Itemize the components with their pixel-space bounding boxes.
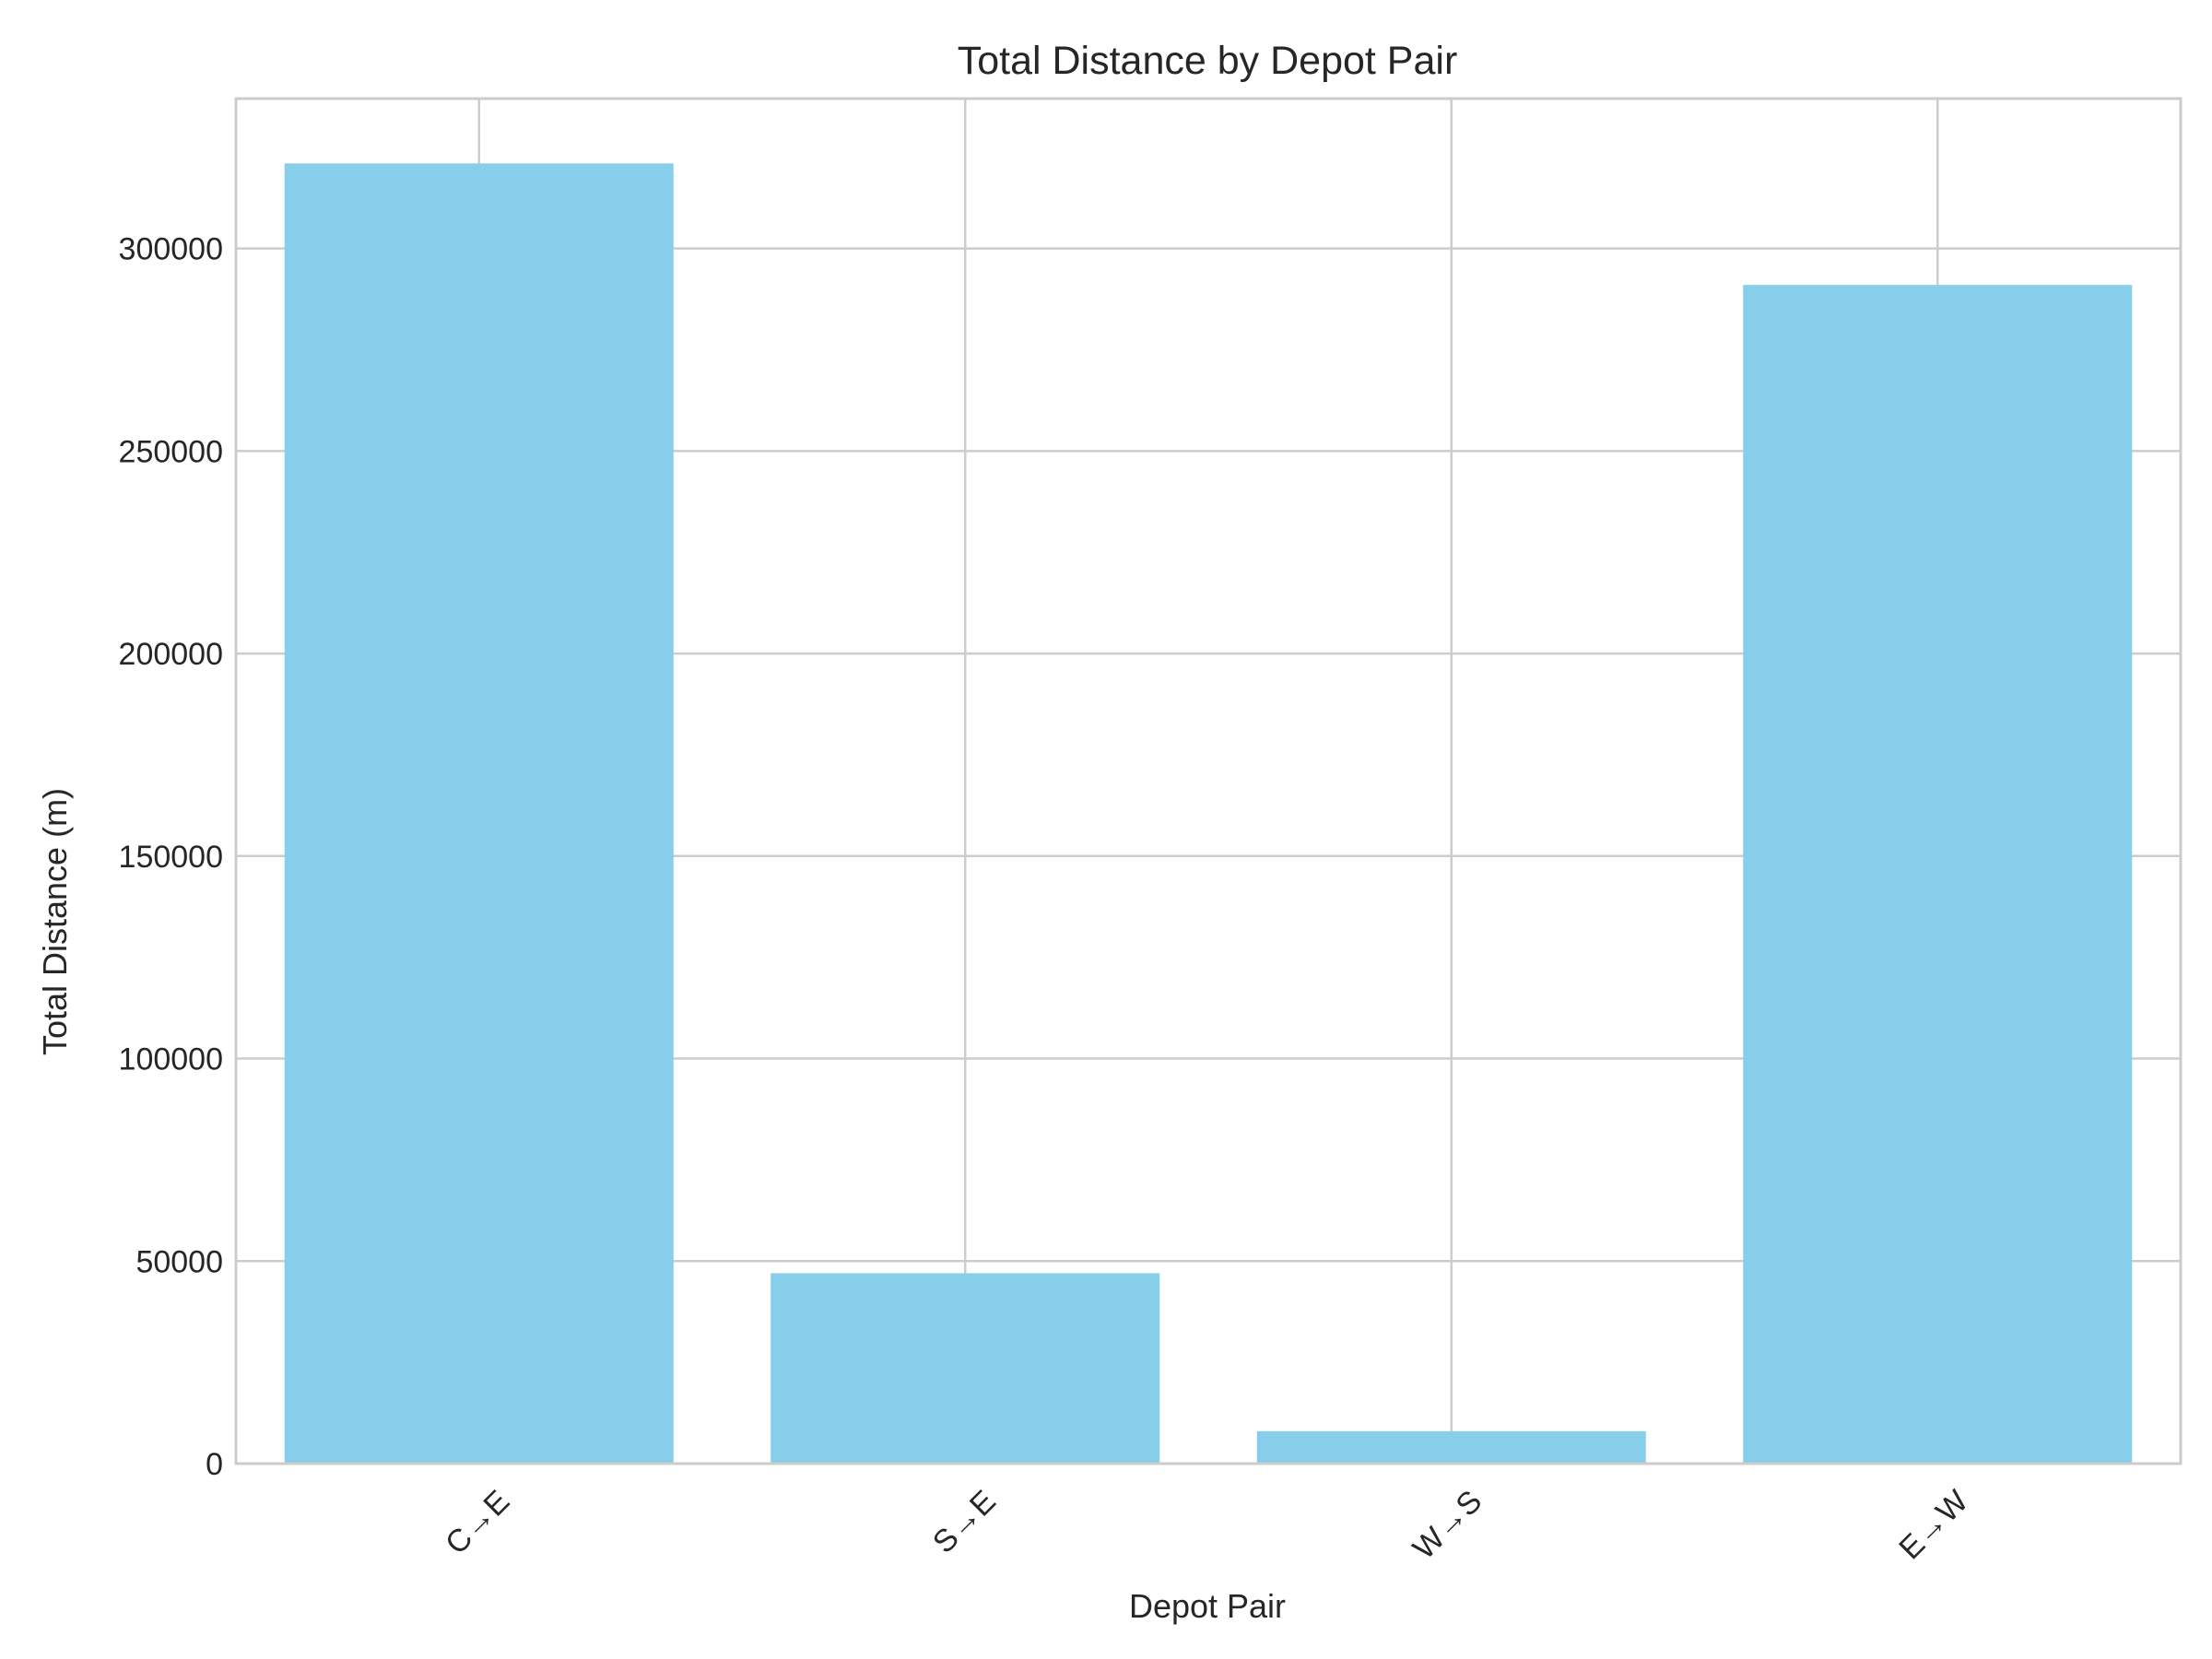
y-tick-label: 100000 [119,1042,223,1077]
bar-3 [1256,1430,1646,1464]
x-axis-label: Depot Pair [1129,1587,1286,1625]
y-tick-label: 250000 [119,434,223,469]
y-tick-label: 300000 [119,232,223,267]
x-tick-labels: C→E S→E W→S E→W [439,1484,1975,1567]
chart-title: Total Distance by Depot Pair [958,39,1458,83]
y-tick-labels: 0 50000 100000 150000 200000 250000 300000 [119,232,223,1482]
x-tick-label: C→E [439,1484,516,1561]
bar-4 [1743,285,2133,1464]
x-tick-label: S→E [926,1484,1003,1560]
y-tick-label: 0 [206,1447,223,1482]
bar-2 [771,1273,1160,1464]
y-tick-label: 200000 [119,637,223,672]
x-tick-label: E→W [1892,1484,1975,1567]
y-tick-label: 150000 [119,840,223,875]
y-axis-label: Total Distance (m) [36,788,74,1055]
plot-frame [234,97,2183,1465]
bar-1 [284,163,674,1464]
y-tick-label: 50000 [135,1244,223,1279]
x-tick-label: W→S [1406,1484,1489,1567]
bars [284,163,2133,1464]
